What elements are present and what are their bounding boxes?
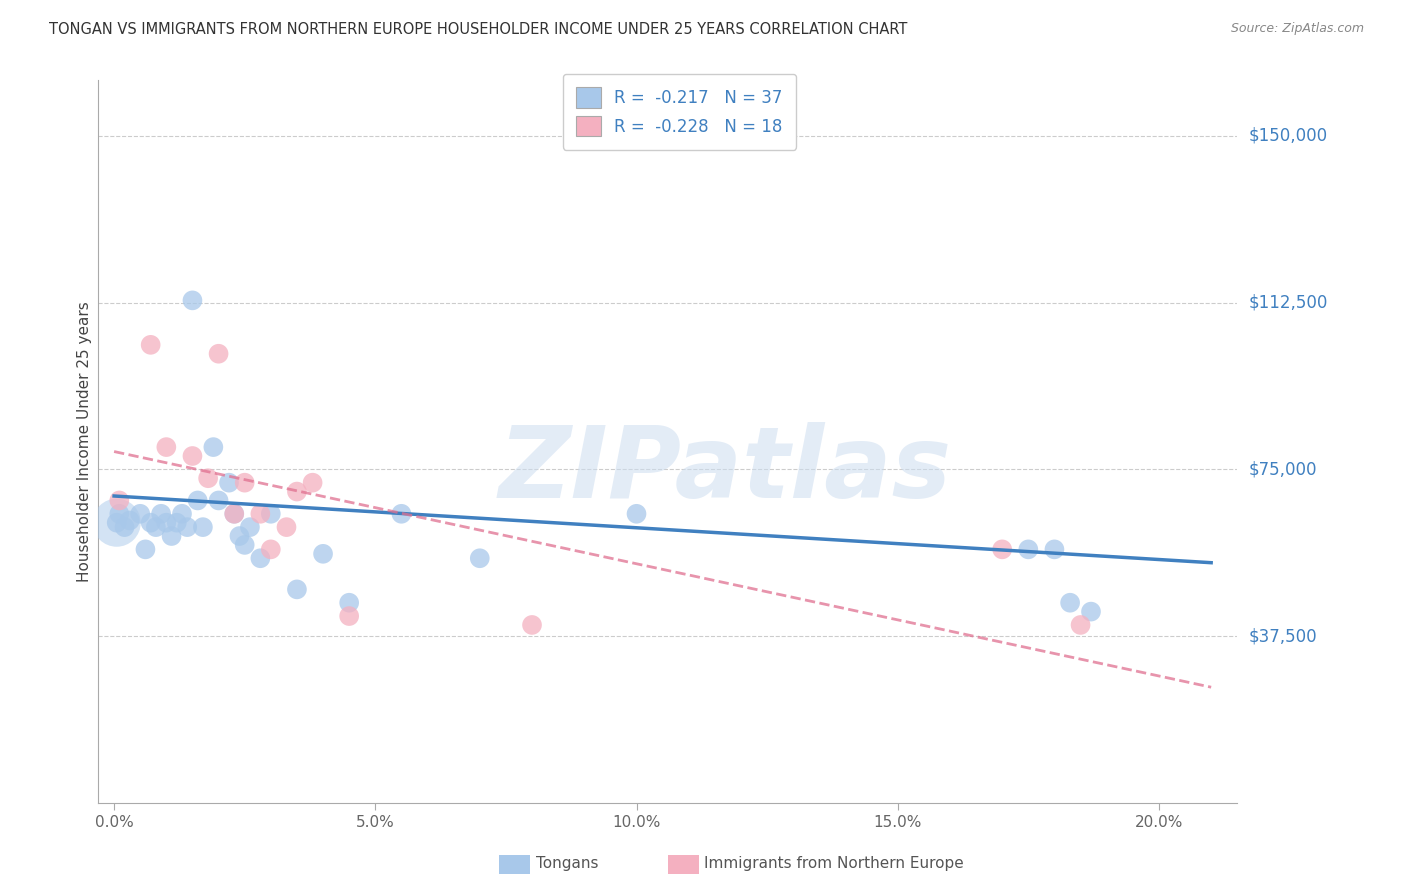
Point	[249, 551, 271, 566]
Point	[129, 507, 152, 521]
Point	[108, 507, 131, 521]
Point	[207, 347, 229, 361]
Point	[170, 507, 193, 521]
Point	[260, 542, 283, 557]
Point	[155, 516, 177, 530]
Text: $37,500: $37,500	[1249, 627, 1317, 645]
Point	[150, 507, 173, 521]
Point	[285, 582, 308, 597]
Point	[301, 475, 323, 490]
Point	[468, 551, 491, 566]
Text: $150,000: $150,000	[1249, 127, 1327, 145]
Text: $112,500: $112,500	[1249, 293, 1327, 311]
Point	[187, 493, 209, 508]
Point	[285, 484, 308, 499]
Point	[207, 493, 229, 508]
Point	[202, 440, 225, 454]
Text: $75,000: $75,000	[1249, 460, 1317, 478]
Point	[191, 520, 214, 534]
Point	[160, 529, 183, 543]
Point	[218, 475, 240, 490]
Point	[139, 338, 162, 352]
Text: TONGAN VS IMMIGRANTS FROM NORTHERN EUROPE HOUSEHOLDER INCOME UNDER 25 YEARS CORR: TONGAN VS IMMIGRANTS FROM NORTHERN EUROP…	[49, 22, 908, 37]
Point	[1043, 542, 1066, 557]
Point	[134, 542, 156, 557]
Point	[233, 475, 256, 490]
Point	[337, 609, 360, 624]
Point	[166, 516, 188, 530]
Point	[108, 493, 131, 508]
Point	[337, 596, 360, 610]
Point	[391, 507, 413, 521]
Point	[249, 507, 271, 521]
Point	[991, 542, 1014, 557]
Point	[626, 507, 648, 521]
Point	[1080, 605, 1102, 619]
Point	[224, 507, 246, 521]
Point	[114, 520, 136, 534]
Point	[155, 440, 177, 454]
Point	[105, 516, 128, 530]
Point	[276, 520, 298, 534]
Point	[181, 293, 204, 308]
Point	[233, 538, 256, 552]
Point	[118, 513, 141, 527]
Point	[239, 520, 262, 534]
Text: Tongans: Tongans	[536, 856, 598, 871]
Point	[176, 520, 198, 534]
Point	[520, 618, 543, 632]
Point	[105, 516, 128, 530]
Point	[139, 516, 162, 530]
Text: Source: ZipAtlas.com: Source: ZipAtlas.com	[1230, 22, 1364, 36]
Y-axis label: Householder Income Under 25 years: Householder Income Under 25 years	[77, 301, 91, 582]
Point	[260, 507, 283, 521]
Text: Immigrants from Northern Europe: Immigrants from Northern Europe	[704, 856, 965, 871]
Point	[1070, 618, 1092, 632]
Point	[1059, 596, 1081, 610]
Point	[312, 547, 335, 561]
Point	[228, 529, 250, 543]
Point	[1017, 542, 1039, 557]
Point	[224, 507, 246, 521]
Point	[145, 520, 167, 534]
Point	[181, 449, 204, 463]
Legend: R =  -0.217   N = 37, R =  -0.228   N = 18: R = -0.217 N = 37, R = -0.228 N = 18	[562, 74, 796, 150]
Text: ZIPatlas: ZIPatlas	[498, 422, 952, 519]
Point	[197, 471, 219, 485]
